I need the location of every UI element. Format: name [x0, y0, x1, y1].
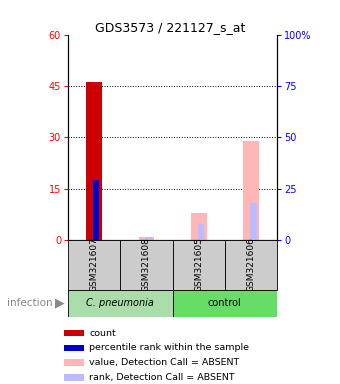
Text: value, Detection Call = ABSENT: value, Detection Call = ABSENT — [89, 358, 239, 367]
Text: infection: infection — [7, 298, 52, 308]
Bar — [93, 180, 99, 240]
Bar — [64, 359, 84, 366]
Bar — [243, 141, 259, 240]
Bar — [172, 240, 225, 290]
Bar — [139, 237, 154, 240]
Text: GDS3573 / 221127_s_at: GDS3573 / 221127_s_at — [95, 21, 245, 34]
Bar — [68, 240, 120, 290]
Bar — [64, 374, 84, 381]
Text: GSM321605: GSM321605 — [194, 238, 203, 292]
Bar — [225, 240, 277, 290]
Bar — [64, 330, 84, 336]
Text: control: control — [208, 298, 242, 308]
Bar — [172, 290, 277, 317]
Text: C. pneumonia: C. pneumonia — [86, 298, 154, 308]
Bar — [68, 290, 172, 317]
Bar — [198, 223, 204, 240]
Bar — [146, 237, 152, 240]
Text: count: count — [89, 329, 116, 338]
Bar — [86, 83, 102, 240]
Bar — [191, 213, 206, 240]
Bar — [64, 345, 84, 351]
Text: GSM321607: GSM321607 — [90, 238, 99, 292]
Bar — [120, 240, 172, 290]
Text: GSM321606: GSM321606 — [246, 238, 255, 292]
Text: ▶: ▶ — [55, 297, 64, 310]
Text: rank, Detection Call = ABSENT: rank, Detection Call = ABSENT — [89, 373, 235, 382]
Bar — [251, 203, 257, 240]
Text: percentile rank within the sample: percentile rank within the sample — [89, 343, 249, 353]
Text: GSM321608: GSM321608 — [142, 238, 151, 292]
